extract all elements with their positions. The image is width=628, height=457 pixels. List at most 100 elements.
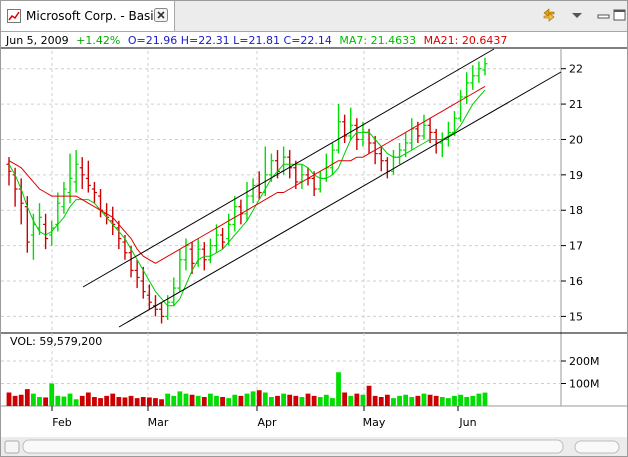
volume-bar <box>159 399 164 406</box>
volume-axis: 100M 200M <box>561 355 600 391</box>
volume-bar <box>189 394 195 406</box>
view-menu-icon[interactable] <box>571 7 583 26</box>
time-tick-label: Mar <box>148 416 169 429</box>
volume-bar <box>31 393 36 406</box>
volume-bar <box>104 395 110 406</box>
volume-bar <box>445 398 451 406</box>
ma21-line <box>8 85 486 264</box>
ma7-line <box>8 89 486 307</box>
tab-microsoft-basic[interactable]: Microsoft Corp. - Basic <box>1 1 175 31</box>
volume-bar <box>439 397 445 406</box>
volume-bar <box>384 394 390 406</box>
volume-bar <box>421 393 427 406</box>
volume-bar <box>201 397 207 406</box>
volume-bar <box>122 397 128 406</box>
volume-bar <box>366 385 372 406</box>
trendline-lower[interactable] <box>118 71 562 328</box>
time-tick-label: Apr <box>257 416 277 429</box>
volume-bar <box>464 397 470 406</box>
volume-bar <box>330 398 335 406</box>
price-tick-label: 19 <box>569 169 583 182</box>
close-icon[interactable] <box>154 8 168 25</box>
volume-bar <box>226 398 232 406</box>
volume-bar <box>153 398 158 406</box>
volume-bar <box>79 395 85 406</box>
volume-bar <box>116 397 122 406</box>
volume-bar <box>378 397 384 406</box>
volume-bars <box>6 372 488 406</box>
time-tick-label: Feb <box>52 416 71 429</box>
volume-bar <box>354 393 360 406</box>
volume-bar <box>476 393 482 406</box>
volume-tick-label: 100M <box>569 378 600 391</box>
volume-bar <box>85 392 91 406</box>
volume-bar <box>372 395 378 406</box>
volume-bar <box>458 394 463 406</box>
volume-bar <box>238 395 244 406</box>
volume-bar <box>244 393 250 406</box>
volume-bar <box>171 395 177 406</box>
date-axis: Feb Mar Apr May Jun <box>51 406 477 429</box>
volume-bar <box>37 397 42 406</box>
stock-chart[interactable]: 15 16 17 18 19 20 21 22 100M 200M Feb Mar Apr May Ju… <box>1 31 627 456</box>
volume-bar <box>146 397 152 406</box>
change-label: +1.42% <box>76 34 121 47</box>
volume-bar <box>128 395 134 406</box>
price-axis: 15 16 17 18 19 20 21 22 <box>561 63 583 323</box>
volume-bar <box>43 397 49 406</box>
tab-title: Microsoft Corp. - Basic <box>26 9 161 23</box>
maximize-icon[interactable] <box>613 7 627 26</box>
price-info-bar: Jun 5, 2009 +1.42% O=21.96 H=22.31 L=21.… <box>6 34 622 48</box>
scroll-left-button[interactable] <box>4 440 20 454</box>
price-tick-label: 21 <box>569 98 583 111</box>
moving-averages <box>8 85 486 307</box>
volume-bar <box>262 392 268 406</box>
volume-bar <box>427 394 433 406</box>
volume-bar <box>183 393 189 406</box>
volume-bar <box>470 395 476 406</box>
price-tick-label: 16 <box>569 275 583 288</box>
scroll-right-button[interactable] <box>574 440 620 454</box>
volume-bar <box>299 397 305 406</box>
volume-bar <box>250 391 256 406</box>
price-tick-label: 20 <box>569 133 583 146</box>
volume-bar <box>165 393 171 406</box>
trend-channel[interactable] <box>82 48 562 328</box>
volume-bar <box>98 398 103 406</box>
chart-icon <box>7 9 21 26</box>
volume-bar <box>256 390 262 406</box>
volume-bar <box>49 383 55 406</box>
volume-bar <box>342 392 348 406</box>
volume-bar <box>348 395 354 406</box>
volume-bar <box>482 392 488 406</box>
volume-bar <box>214 395 219 406</box>
volume-bar <box>269 397 274 406</box>
volume-bar <box>134 398 140 406</box>
volume-bar <box>317 397 323 406</box>
volume-bar <box>323 394 329 406</box>
volume-bar <box>220 397 225 406</box>
volume-bar <box>12 395 18 406</box>
volume-bar <box>415 395 421 406</box>
volume-bar <box>73 399 79 406</box>
volume-bar <box>336 372 341 406</box>
trendline-upper[interactable] <box>82 48 495 288</box>
volume-bar <box>195 395 201 406</box>
minimize-icon[interactable] <box>597 7 611 26</box>
volume-bar <box>177 391 183 406</box>
tab-bar: Microsoft Corp. - Basic <box>1 1 627 32</box>
chart-grid <box>1 51 561 406</box>
volume-bar <box>403 394 409 406</box>
volume-bar <box>287 394 293 406</box>
ohlc-label: O=21.96 H=22.31 L=21.81 C=22.14 <box>127 34 332 47</box>
volume-bar <box>55 395 61 406</box>
scrollbar-thumb[interactable] <box>22 439 564 454</box>
volume-bar <box>452 395 457 406</box>
volume-label: VOL: 59,579,200 <box>10 335 102 348</box>
volume-bar <box>275 395 280 406</box>
volume-bar <box>61 396 67 406</box>
horizontal-scrollbar[interactable] <box>1 437 627 456</box>
sync-icon[interactable] <box>541 7 557 26</box>
volume-bar <box>24 389 30 406</box>
